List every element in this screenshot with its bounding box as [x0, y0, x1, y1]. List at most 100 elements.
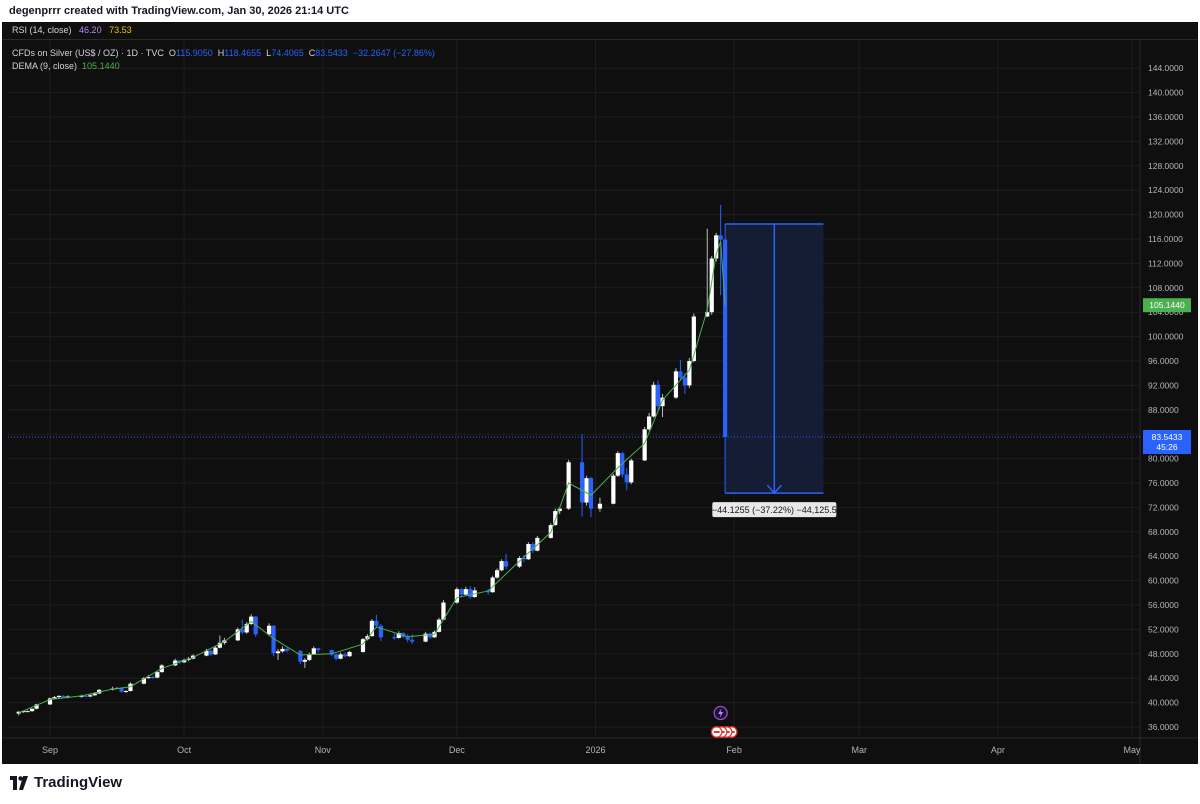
symbol-legend[interactable]: CFDs on Silver (US$ / OZ) · 1D · TVC O11… [12, 48, 435, 58]
candle-body[interactable] [436, 619, 442, 632]
candle-body[interactable] [579, 462, 585, 503]
candle-body[interactable] [146, 676, 151, 679]
candle-body[interactable] [213, 647, 218, 655]
candle-body[interactable] [468, 589, 473, 598]
candle-body[interactable] [490, 577, 495, 593]
candle-body[interactable] [92, 693, 97, 696]
candle-body[interactable] [61, 695, 66, 698]
candle-body[interactable] [119, 687, 124, 692]
candle-body[interactable] [217, 642, 223, 648]
candle-body[interactable] [378, 625, 383, 638]
candle-body[interactable] [615, 453, 620, 476]
tradingview-logo[interactable]: TradingView [10, 774, 122, 791]
candle-body[interactable] [52, 697, 57, 699]
candle-body[interactable] [244, 623, 249, 633]
candle-body[interactable] [584, 478, 589, 503]
candle-body[interactable] [405, 636, 410, 640]
candle-body[interactable] [47, 698, 53, 705]
candle-body[interactable] [495, 570, 500, 578]
candle-body[interactable] [307, 654, 312, 660]
candle-body[interactable] [235, 629, 240, 641]
candle-body[interactable] [266, 625, 272, 635]
chart-background [2, 22, 1198, 764]
candle-body[interactable] [441, 602, 446, 620]
candle-body[interactable] [369, 620, 375, 637]
candle-body[interactable] [588, 478, 594, 509]
chart-frame[interactable]: −44.1255 (−37.22%) −44,125.5 36.0000 40.00… [2, 22, 1198, 764]
candle-body[interactable] [705, 312, 710, 317]
candle-body[interactable] [410, 639, 415, 642]
candle-body[interactable] [517, 558, 522, 567]
candle-body[interactable] [530, 544, 535, 551]
candle-body[interactable] [284, 648, 290, 651]
candle-body[interactable] [173, 660, 178, 666]
candle-body[interactable] [687, 361, 692, 386]
dema-legend[interactable]: DEMA (9, close) 105.1440 [12, 61, 120, 71]
candle-body[interactable] [316, 648, 321, 651]
candle-body[interactable] [503, 561, 509, 567]
candle-body[interactable] [521, 558, 527, 560]
candle-body[interactable] [311, 648, 316, 655]
candle-body[interactable] [150, 676, 155, 678]
candle-body[interactable] [177, 660, 182, 663]
candle-body[interactable] [642, 429, 647, 461]
candle-body[interactable] [240, 629, 245, 633]
candle-body[interactable] [526, 544, 531, 560]
candle-body[interactable] [566, 462, 571, 509]
candle-body[interactable] [141, 678, 146, 684]
candle-body[interactable] [360, 639, 366, 652]
candle-body[interactable] [56, 695, 62, 698]
candle-body[interactable] [459, 589, 464, 595]
candle-body[interactable] [423, 633, 428, 642]
candle-body[interactable] [83, 695, 88, 697]
rsi-pane[interactable]: RSI (14, close) 46.20 73.53 [2, 22, 1198, 40]
candle-body[interactable] [660, 397, 665, 407]
candle-body[interactable] [249, 616, 254, 624]
candle-body[interactable] [454, 589, 459, 603]
candle-body[interactable] [123, 691, 129, 693]
candle-body[interactable] [499, 561, 504, 571]
candle-body[interactable] [338, 654, 343, 659]
candle-body[interactable] [204, 650, 209, 656]
candle-body[interactable] [34, 704, 39, 709]
candle-body[interactable] [21, 711, 26, 713]
candle-body[interactable] [334, 654, 339, 659]
y-tick-label: 80.0000 [1148, 454, 1179, 464]
candle-body[interactable] [682, 377, 687, 386]
candle-body[interactable] [553, 511, 558, 526]
candle-body[interactable] [329, 650, 334, 655]
candle-body[interactable] [651, 384, 656, 417]
candle-body[interactable] [396, 633, 401, 638]
candle-body[interactable] [691, 316, 696, 361]
candle-body[interactable] [342, 654, 348, 657]
candle-body[interactable] [298, 650, 303, 662]
candle-body[interactable] [128, 683, 133, 692]
candle-body[interactable] [275, 651, 281, 654]
candle-body[interactable] [624, 474, 629, 483]
candle-body[interactable] [709, 258, 714, 313]
candle-body[interactable] [723, 239, 728, 437]
candle-body[interactable] [374, 620, 379, 626]
candle-body[interactable] [271, 625, 276, 654]
candle-body[interactable] [392, 637, 397, 639]
candle-body[interactable] [611, 475, 616, 504]
candle-body[interactable] [597, 503, 603, 509]
candle-body[interactable] [655, 384, 661, 407]
candle-body[interactable] [678, 371, 683, 378]
candle-body[interactable] [714, 235, 719, 259]
candle-body[interactable] [88, 695, 93, 697]
candle-body[interactable] [718, 235, 723, 240]
candle-body[interactable] [25, 711, 30, 713]
candle-body[interactable] [629, 460, 634, 483]
candle-body[interactable] [427, 633, 433, 638]
candle-body[interactable] [557, 508, 562, 512]
candle-body[interactable] [208, 650, 214, 655]
candle-body[interactable] [302, 659, 307, 662]
candle-body[interactable] [280, 648, 285, 652]
price-chart[interactable]: −44.1255 (−37.22%) −44,125.5 36.0000 40.00… [2, 22, 1198, 764]
candle-body[interactable] [647, 416, 652, 430]
candle-body[interactable] [155, 672, 160, 678]
candle-body[interactable] [347, 651, 352, 657]
candle-body[interactable] [463, 589, 468, 595]
candle-body[interactable] [30, 708, 35, 712]
